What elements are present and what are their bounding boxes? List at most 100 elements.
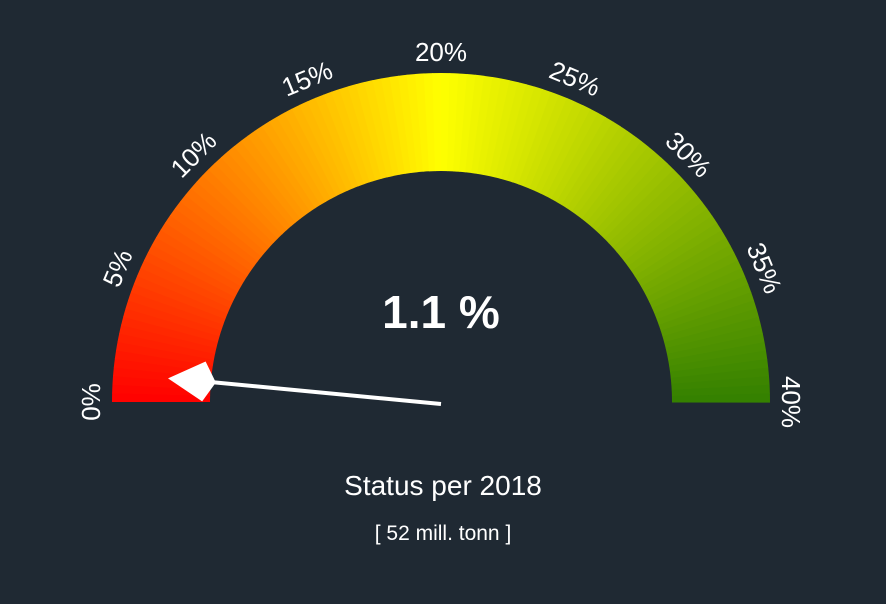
gauge-arc-segment [500,84,536,181]
gauge-arc-segment [671,376,770,391]
gauge-arc-segment [220,151,292,231]
gauge-arc-segment [465,74,485,174]
gauge-arc-segment [666,333,765,361]
gauge-arc-segment [151,236,242,292]
gauge-arc-segment [652,268,746,315]
gauge-arc-segment [670,359,769,379]
gauge-arc-segment [665,325,763,355]
gauge-arc-segment [398,74,418,173]
gauge-arc-segment [631,215,718,277]
gauge-arc-segment [381,76,406,175]
gauge-arc-segment [671,393,770,403]
gauge-arc-segment [518,91,560,187]
gauge-arc-segment [227,145,296,227]
gauge-arc-segment [165,215,251,277]
gauge-arc-segment [627,208,713,272]
gauge-arc-segment [534,101,584,194]
gauge-arc-segment [670,367,770,385]
gauge-arc-segment [668,342,767,367]
gauge-arc-segment [315,94,359,189]
gauge-tick-label: 40% [776,376,806,428]
gauge-arc-segment [339,86,376,183]
gauge-arc-segment [233,140,301,223]
gauge-arc-segment [608,175,686,248]
gauge-arc-segment [347,84,382,181]
gauge-arc-segment [174,201,259,267]
gauge-arc-segment [459,74,477,173]
gauge-arc-segment [114,349,213,372]
gauge-arc-segment [471,75,494,174]
gauge-arc-segment [284,108,337,199]
gauge-arc-segment [581,140,649,223]
gauge-caption-subtitle: [ 52 mill. tonn ] [374,522,512,545]
gauge-arc-segment [576,135,642,220]
gauge-arc-segment [595,157,668,235]
gauge-arc-segment [214,157,287,235]
gauge-arc-segment [364,80,394,178]
gauge-arc-segment [483,78,511,177]
gauge-arc-segment [644,245,735,298]
gauge-needle [168,361,442,406]
gauge-arc-segment [447,73,459,172]
gauge-arc-segment [660,300,757,337]
gauge-arc [112,73,770,403]
gauge-arc-segment [529,98,576,192]
gauge-arc-segment [112,384,211,396]
gauge-arc-segment [299,101,348,194]
gauge-arc-segment [372,78,400,177]
gauge-arc-segment [616,188,698,257]
gauge-arc-segment [196,175,274,248]
gauge-arc-segment [656,284,752,326]
gauge-arc-segment [169,208,255,272]
gauge-arc-segment [144,252,236,303]
gauge-arc-segment [254,125,316,212]
gauge-arc-segment [185,187,266,257]
gauge-arc-segment [453,73,468,172]
gauge-needle-head [168,361,216,402]
gauge-arc-segment [323,91,365,187]
gauge-value-label: 1.1 % [382,286,500,338]
gauge-arc-segment [637,230,727,287]
gauge-arc-segment [658,292,755,332]
gauge-arc-segment [566,126,628,212]
gauge-arc-segment [307,97,354,191]
gauge-arc-segment [276,112,332,202]
gauge-arc-segment [133,275,228,320]
gauge-arc-segment [355,81,388,179]
gauge-arc-segment [119,324,217,354]
gauge-arc-segment [261,121,321,209]
gauge-arc-segment [125,299,222,337]
gauge-arc-segment [269,116,326,206]
gauge-arc-segment [116,341,214,366]
gauge-arc-segment [247,130,311,216]
gauge-arc-segment [489,80,519,178]
gauge-arc-segment [556,117,614,206]
gauge-arc-segment [604,169,681,244]
gauge-arc-segment [156,229,245,287]
gauge-arc-segment [128,291,224,331]
gauge-arc-segment [634,222,722,282]
gauge-arc-segment [624,201,708,267]
gauge-arc-segment [646,252,739,303]
gauge-arc-segment [477,77,502,175]
gauge-tick-label: 5% [97,245,139,291]
gauge-arc-segment [140,259,233,309]
gauge-arc-segment [664,316,762,349]
gauge-arc-segment [179,194,262,262]
gauge-arc-segment [160,222,248,282]
gauge-arc-segment [620,194,703,262]
gauge-arc-segment [423,73,436,172]
gauge-needle-shaft [211,380,442,406]
gauge-arc-segment [551,112,607,203]
gauge-caption-title: Status per 2018 [344,470,542,501]
gauge-arc-segment [512,89,552,185]
gauge-arc-segment [389,75,412,174]
gauge-arc-segment [202,168,278,243]
gauge-arc-segment [523,94,568,189]
gauge-arc-segment [432,73,442,172]
gauge-arc-segment [545,108,599,200]
gauge-arc-segment [291,104,342,197]
gauge-arc-segment [147,244,239,298]
